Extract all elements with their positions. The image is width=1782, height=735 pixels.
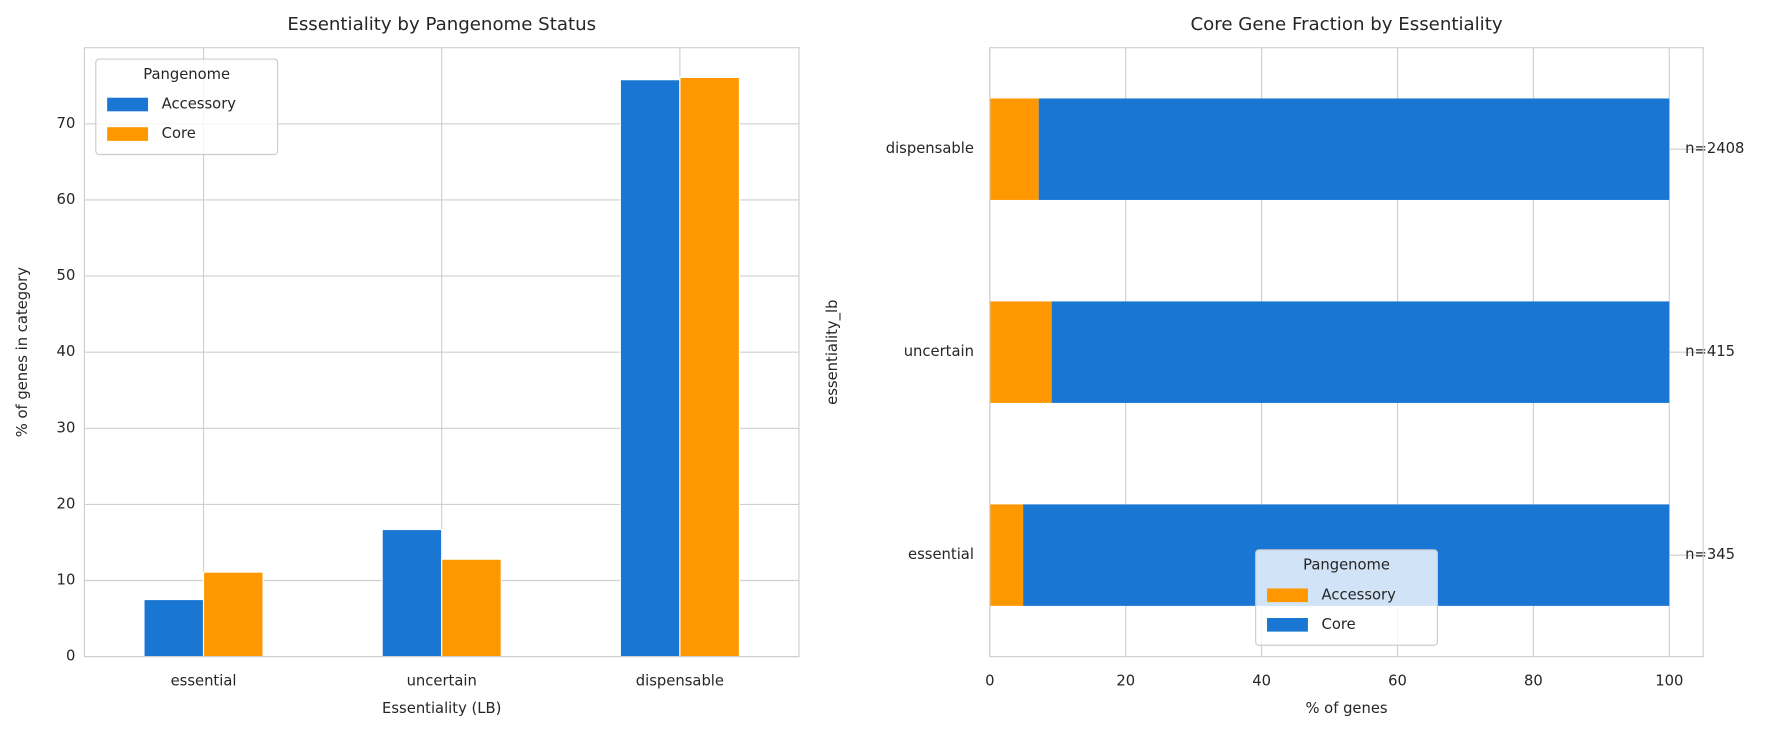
legend-title: Pangenome	[1303, 557, 1390, 574]
legend-label: Core	[162, 125, 196, 142]
bar	[202, 571, 264, 658]
bar-segment	[989, 504, 1024, 606]
x-tick-label: 20	[1116, 673, 1135, 690]
bar-segment	[989, 98, 1039, 200]
legend-label: Core	[1322, 616, 1356, 633]
y-axis-label: essentiality_lb	[824, 299, 841, 404]
legend-title: Pangenome	[143, 66, 230, 83]
bar	[441, 558, 502, 658]
legend: Pangenome Accessory Core	[95, 58, 279, 156]
x-tick-label: 80	[1524, 673, 1543, 690]
bar	[143, 598, 205, 658]
bar-segment	[1038, 98, 1670, 200]
legend-label: Accessory	[1322, 586, 1397, 603]
y-tick-label: 40	[57, 343, 76, 360]
y-axis-label: % of genes in category	[14, 267, 31, 437]
y-tick-label: dispensable	[886, 140, 974, 157]
x-tick-label: 0	[985, 673, 994, 690]
x-axis-label: Essentiality (LB)	[382, 700, 501, 717]
chart-title: Essentiality by Pangenome Status	[287, 14, 596, 35]
legend-swatch	[107, 127, 149, 141]
plot-frame	[989, 47, 1704, 658]
legend-swatch	[1267, 588, 1308, 603]
x-tick-label: uncertain	[407, 673, 477, 690]
y-tick-label: 0	[66, 648, 75, 665]
x-tick-label: dispensable	[636, 673, 724, 690]
y-tick-label: 50	[57, 267, 76, 284]
bar	[679, 76, 741, 658]
legend-label: Accessory	[162, 96, 237, 113]
annotation: n=345	[1685, 546, 1735, 563]
bar-segment	[1051, 301, 1670, 403]
x-tick-label: essential	[171, 673, 237, 690]
chart-title: Core Gene Fraction by Essentiality	[1191, 14, 1503, 35]
y-tick-label: essential	[908, 546, 974, 563]
annotation: n=2408	[1685, 140, 1744, 157]
plot-frame	[83, 47, 800, 658]
y-tick-label: 70	[57, 115, 76, 132]
x-tick-label: 60	[1388, 673, 1407, 690]
bar	[381, 528, 443, 658]
x-tick-label: 40	[1252, 673, 1271, 690]
x-tick-label: 100	[1655, 673, 1683, 690]
y-tick-label: 20	[57, 495, 76, 512]
legend: Pangenome Accessory Core	[1255, 549, 1438, 646]
legend-swatch	[107, 97, 149, 112]
x-axis-label: % of genes	[1305, 700, 1387, 717]
annotation: n=415	[1685, 343, 1735, 360]
bar-segment	[989, 301, 1052, 403]
y-tick-label: 30	[57, 419, 76, 436]
y-tick-label: 60	[57, 191, 76, 208]
bar	[619, 79, 681, 658]
legend-swatch	[1267, 617, 1308, 632]
y-tick-label: 10	[57, 572, 76, 589]
y-tick-label: uncertain	[904, 343, 974, 360]
